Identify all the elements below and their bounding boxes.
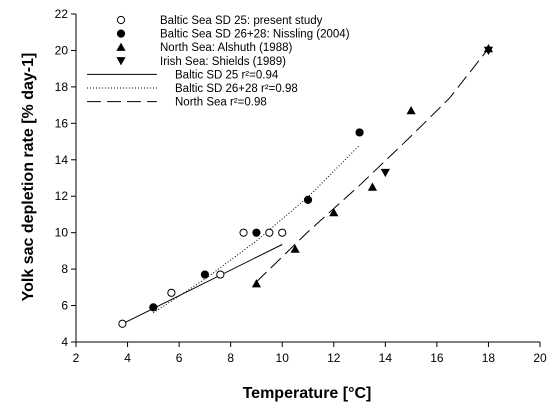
data-point bbox=[251, 279, 262, 288]
x-tick-label: 2 bbox=[73, 351, 80, 365]
x-tick-label: 16 bbox=[430, 351, 444, 365]
data-point bbox=[380, 168, 390, 178]
data-point bbox=[278, 228, 287, 237]
data-point bbox=[239, 228, 248, 237]
y-tick-label: 4 bbox=[61, 335, 68, 349]
data-point bbox=[329, 208, 339, 217]
x-tick-label: 12 bbox=[327, 351, 341, 365]
legend-entry: North Sea r²=0.98 bbox=[175, 97, 267, 109]
x-tick-label: 10 bbox=[276, 351, 290, 365]
data-point bbox=[149, 303, 158, 312]
data-point bbox=[355, 128, 364, 137]
fit-lines bbox=[122, 48, 489, 325]
legend-marker bbox=[116, 29, 126, 38]
legend-marker bbox=[116, 42, 126, 51]
x-tick-label: 8 bbox=[227, 351, 234, 365]
y-tick-label: 14 bbox=[55, 153, 69, 167]
data-points bbox=[118, 44, 494, 328]
data-point bbox=[216, 270, 225, 279]
y-tick-label: 6 bbox=[61, 299, 68, 313]
x-tick-label: 18 bbox=[482, 351, 496, 365]
x-tick-label: 14 bbox=[379, 351, 393, 365]
y-tick-label: 12 bbox=[55, 189, 69, 203]
data-point bbox=[483, 46, 494, 56]
legend-entry: Baltic SD 26+28 r²=0.98 bbox=[175, 83, 298, 95]
fit-line-solid bbox=[122, 244, 283, 325]
legend-entry: Irish Sea: Shields (1989) bbox=[160, 56, 286, 68]
data-point bbox=[200, 270, 209, 279]
legend-entry: Baltic SD 25 r²=0.94 bbox=[175, 69, 279, 81]
data-point bbox=[367, 182, 378, 191]
legend: Baltic Sea SD 25: present study Baltic Se… bbox=[87, 15, 350, 109]
y-tick-label: 8 bbox=[61, 262, 68, 276]
y-tick-label: 16 bbox=[55, 116, 69, 130]
data-point bbox=[406, 105, 416, 115]
data-point bbox=[167, 288, 176, 297]
data-point bbox=[265, 228, 274, 237]
y-tick-label: 22 bbox=[55, 7, 69, 21]
y-tick-label: 18 bbox=[55, 80, 69, 94]
x-tick-label: 4 bbox=[124, 351, 131, 365]
x-tick-label: 20 bbox=[533, 351, 547, 365]
legend-entry: Baltic Sea SD 26+28: Nissling (2004) bbox=[160, 29, 350, 41]
data-point bbox=[118, 319, 127, 328]
data-point bbox=[290, 244, 300, 253]
legend-marker bbox=[116, 15, 126, 25]
y-axis-label: Yolk sac depletion rate [% day-1] bbox=[20, 53, 37, 302]
data-point bbox=[303, 195, 313, 204]
legend-entry: Baltic Sea SD 25: present study bbox=[160, 15, 323, 27]
legend-entry: North Sea: Alshuth (1988) bbox=[160, 42, 292, 54]
x-tick-label: 6 bbox=[176, 351, 183, 365]
legend-marker bbox=[116, 57, 126, 66]
x-axis-label: Temperature [°C] bbox=[243, 385, 372, 402]
data-point bbox=[252, 228, 261, 237]
y-tick-label: 20 bbox=[55, 43, 69, 57]
y-tick-label: 10 bbox=[55, 226, 69, 240]
